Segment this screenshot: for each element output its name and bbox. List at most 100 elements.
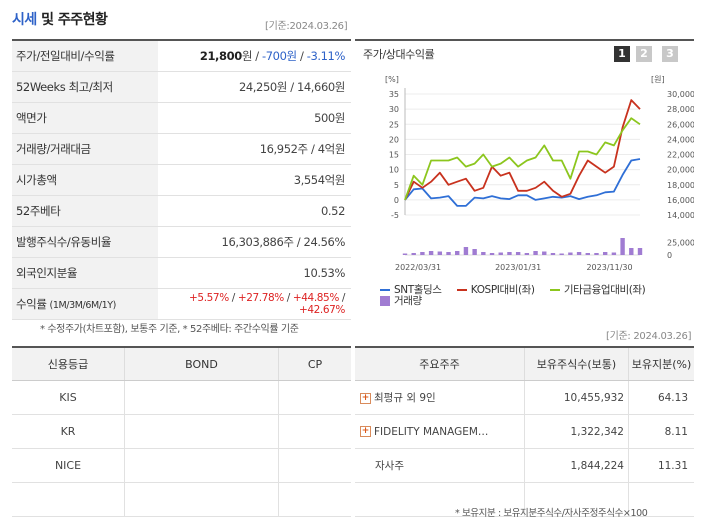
volume-bar (611, 252, 617, 255)
holder-pct (628, 482, 694, 517)
price-row: 주가/전일대비/수익률 21,800원 / -700원 / -3.11% (12, 40, 351, 72)
price-row-label: 주가/전일대비/수익률 (12, 40, 158, 72)
holder-row: + 최평규 외 9인 10,455,932 64.13 (355, 380, 694, 415)
base-date-top: [기준:2024.03.26] (265, 21, 348, 32)
credit-rating-table: 신용등급 BOND CP KIS KR NICE (12, 346, 351, 517)
y-right-tick: 20,000 (667, 166, 694, 175)
volume-bar (472, 249, 477, 255)
y-left-tick: 10 (389, 166, 399, 175)
credit-row: KR (12, 414, 351, 449)
holder-header: 주요주주 (355, 347, 525, 381)
series-line (404, 99, 641, 201)
expand-plus-icon[interactable]: + (360, 426, 371, 437)
expand-plus-icon[interactable]: + (360, 392, 371, 404)
x-tick: 2022/03/31 (395, 263, 441, 272)
series-line (404, 158, 641, 207)
section-title-rest: 및 주주현황 (41, 12, 108, 28)
price-row-value: 16,952주 / 4억원 (158, 133, 351, 165)
holder-shares: 1,322,342 (524, 414, 629, 449)
holder-header: 보유지분(%) (628, 347, 694, 381)
volume-bar (594, 253, 599, 255)
holder-shares: 1,844,224 (524, 448, 629, 483)
price-row-label: 52Weeks 최고/최저 (12, 71, 158, 103)
price-row-label: 52주베타 (12, 195, 158, 227)
holder-header: 보유주식수(보통) (524, 347, 629, 381)
y-left-tick: 0 (394, 196, 399, 205)
current-price: 21,800 (199, 49, 242, 63)
return-value: +27.78% (237, 292, 284, 304)
volume-bar (524, 253, 530, 255)
base-date-bottom: [기준: 2024.03.26] (606, 331, 692, 342)
credit-cell (124, 448, 279, 483)
y-left-tick: 5 (394, 181, 399, 190)
price-row-sublabel: (1M/3M/6M/1Y) (49, 300, 117, 311)
credit-header: CP (277, 347, 351, 381)
chart-page-1-button[interactable]: 1 (614, 46, 630, 62)
volume-bar (637, 248, 643, 255)
price-chart: [%] [원] -5 0 5 10 15 20 25 30 35 14,000 16,000 18,000… (385, 75, 694, 272)
holder-name-cell[interactable]: + 최평규 외 9인 (355, 380, 525, 415)
volume-bar (420, 252, 425, 255)
chart-page-2-button[interactable]: 2 (636, 46, 652, 62)
return-value: +5.57% (189, 292, 229, 304)
section-title-main: 시세 (12, 12, 37, 28)
volume-bar (620, 238, 625, 255)
y-left-tick: 25 (389, 120, 399, 129)
price-row-label: 액면가 (12, 102, 158, 134)
volume-bar (585, 253, 590, 255)
chart-page-3-button[interactable]: 3 (662, 46, 678, 62)
volume-bar (515, 252, 521, 255)
y-left-tick: -5 (391, 211, 399, 220)
legend-swatch (380, 296, 390, 306)
holder-shares (524, 482, 629, 517)
volume-bar (481, 252, 486, 255)
legend-swatch (549, 289, 560, 291)
volume-bar (402, 253, 408, 255)
y-right-tick: 22,000 (667, 151, 694, 160)
y-left-tick: 35 (389, 90, 399, 99)
credit-header: 신용등급 (12, 347, 125, 381)
credit-cell: NICE (12, 448, 125, 483)
price-row-value: 21,800원 / -700원 / -3.11% (158, 40, 351, 72)
legend-item-volume: 거래량 (380, 293, 422, 308)
y-left-tick: 20 (389, 135, 399, 144)
y-left-tick: 30 (389, 105, 399, 114)
price-row-label: 거래량/거래대금 (12, 133, 158, 165)
price-row: 시가총액 3,554억원 (12, 164, 351, 196)
volume-bar (576, 252, 582, 255)
credit-row: KIS (12, 380, 351, 415)
y-right-tick: 16,000 (667, 196, 694, 205)
holder-name: 자사주 (375, 460, 404, 472)
chart-panel (355, 39, 694, 315)
holder-name-cell[interactable]: + FIDELITY MANAGEM… (355, 414, 525, 449)
price-row-value: 10.53% (158, 257, 351, 289)
x-tick: 2023/11/30 (586, 263, 632, 272)
left-unit-label: [%] (385, 75, 399, 84)
volume-bar (428, 251, 434, 255)
holder-name-cell (355, 482, 525, 517)
price-row-value: 3,554억원 (158, 164, 351, 196)
volume-bar (533, 251, 538, 255)
credit-header: BOND (124, 347, 279, 381)
price-row-label: 외국인지분율 (12, 257, 158, 289)
price-row-value: 0.52 (158, 195, 351, 227)
volume-bar (550, 253, 556, 255)
volume-tick: 25,000 (667, 239, 694, 248)
price-row: 52Weeks 최고/최저 24,250원 / 14,660원 (12, 71, 351, 103)
credit-row (12, 482, 351, 517)
holder-pct: 11.31 (628, 448, 694, 483)
holder-name: FIDELITY MANAGEM… (374, 425, 489, 438)
holder-row (355, 482, 694, 517)
right-unit-label: [원] (651, 75, 665, 84)
credit-cell (277, 414, 351, 449)
legend-item-snt: SNT홀딩스 (380, 284, 442, 296)
holder-note: * 보유지분 : 보유지분주식수/자사주정주식수×100 (455, 508, 648, 519)
y-right-tick: 24,000 (667, 135, 694, 144)
price-row-label: 발행주식수/유동비율 (12, 226, 158, 258)
legend-swatch (456, 289, 467, 291)
price-row: 발행주식수/유동비율 16,303,886주 / 24.56% (12, 226, 351, 258)
holder-row: + FIDELITY MANAGEM… 1,322,342 8.11 (355, 414, 694, 449)
volume-bar (437, 251, 443, 255)
volume-bar (455, 251, 460, 255)
price-change: -700원 (262, 49, 297, 63)
